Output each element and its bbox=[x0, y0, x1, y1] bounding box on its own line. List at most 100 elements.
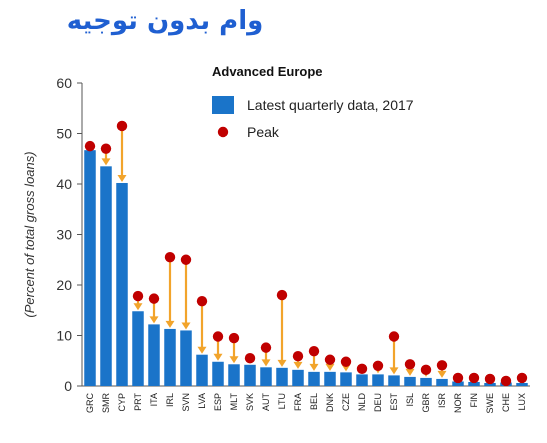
bar bbox=[116, 182, 128, 386]
legend: Advanced Europe Latest quarterly data, 2… bbox=[212, 64, 414, 140]
arrow-head bbox=[101, 158, 111, 166]
arrow-head bbox=[229, 356, 239, 364]
arrow-head bbox=[325, 363, 335, 371]
peak-marker bbox=[260, 342, 272, 353]
peak-marker bbox=[388, 331, 400, 342]
arrow-head bbox=[309, 363, 319, 371]
bar bbox=[356, 374, 368, 386]
x-tick-label: FRA bbox=[293, 393, 303, 411]
bar bbox=[340, 372, 352, 386]
x-tick-label: LTU bbox=[277, 393, 287, 409]
x-tick-label: BEL bbox=[309, 393, 319, 410]
arrow-head bbox=[293, 361, 303, 369]
arrow-head bbox=[277, 359, 287, 367]
x-tick-label: ITA bbox=[149, 393, 159, 406]
bar bbox=[244, 364, 256, 386]
bar bbox=[436, 378, 448, 386]
x-tick-label: AUT bbox=[261, 392, 271, 411]
peak-marker bbox=[500, 375, 512, 387]
peak-marker bbox=[180, 254, 192, 265]
x-tick-label: SVK bbox=[245, 393, 255, 411]
x-tick-label: CYP bbox=[117, 393, 127, 412]
peak-marker bbox=[404, 359, 416, 370]
peak-marker bbox=[100, 143, 112, 154]
x-tick-label: LVA bbox=[197, 393, 207, 409]
page-title: وام بدون توجیه bbox=[66, 6, 264, 36]
x-tick-label: CHE bbox=[501, 393, 511, 412]
x-tick-label: FIN bbox=[469, 393, 479, 408]
y-tick-label: 50 bbox=[56, 126, 72, 142]
x-tick-label: ISR bbox=[437, 393, 447, 409]
bar bbox=[468, 381, 480, 386]
peak-marker bbox=[324, 354, 336, 365]
peak-marker bbox=[148, 293, 160, 304]
x-tick-label: LUX bbox=[517, 393, 527, 411]
x-tick-label: CZE bbox=[341, 393, 351, 411]
peak-marker bbox=[516, 372, 528, 384]
arrow-head bbox=[437, 370, 447, 378]
peak-marker bbox=[420, 364, 432, 376]
arrow-head bbox=[181, 322, 191, 330]
x-tick-label: DNK bbox=[325, 393, 335, 412]
legend-bar-swatch bbox=[212, 96, 234, 114]
bar bbox=[276, 367, 288, 386]
peak-marker bbox=[468, 372, 480, 384]
peak-marker bbox=[308, 345, 320, 357]
bar bbox=[100, 166, 112, 386]
peak-marker bbox=[196, 295, 208, 307]
arrow-head bbox=[405, 368, 415, 376]
legend-title: Advanced Europe bbox=[212, 64, 323, 79]
x-tick-label: ESP bbox=[213, 393, 223, 411]
peak-marker bbox=[164, 252, 176, 263]
peak-marker bbox=[116, 120, 128, 132]
arrow-head bbox=[149, 316, 159, 324]
x-tick-label: SMR bbox=[101, 393, 111, 414]
legend-peak-label: Peak bbox=[247, 124, 280, 140]
arrow-head bbox=[213, 353, 223, 361]
bar bbox=[308, 371, 320, 386]
bar bbox=[516, 382, 528, 386]
arrow-head bbox=[389, 367, 399, 375]
arrow-head bbox=[165, 320, 175, 328]
peak-marker bbox=[244, 353, 256, 364]
bar bbox=[212, 361, 224, 386]
x-tick-label: SVN bbox=[181, 393, 191, 412]
bar bbox=[372, 374, 384, 386]
peak-marker bbox=[132, 290, 144, 302]
x-tick-label: MLT bbox=[229, 393, 239, 411]
arrow-head bbox=[261, 359, 271, 367]
bar bbox=[420, 377, 432, 386]
arrow-head bbox=[117, 174, 127, 182]
arrow-head bbox=[133, 303, 143, 311]
x-tick-label: EST bbox=[389, 393, 399, 411]
y-tick-label: 0 bbox=[64, 378, 72, 394]
y-tick-label: 40 bbox=[56, 176, 72, 192]
arrow-head bbox=[197, 346, 207, 354]
peak-marker bbox=[276, 289, 288, 301]
x-tick-label: SWE bbox=[485, 393, 495, 414]
x-tick-label: ISL bbox=[405, 393, 415, 407]
bar bbox=[484, 382, 496, 386]
y-tick-label: 20 bbox=[56, 277, 72, 293]
x-tick-label: GBR bbox=[421, 393, 431, 413]
bar bbox=[84, 150, 96, 386]
bar bbox=[180, 330, 192, 386]
peak-marker bbox=[452, 372, 464, 384]
y-tick-label: 60 bbox=[56, 75, 72, 91]
x-tick-label: IRL bbox=[165, 393, 175, 407]
x-tick-label: NOR bbox=[453, 393, 463, 414]
peak-marker bbox=[484, 373, 496, 385]
peak-marker bbox=[340, 356, 352, 367]
legend-bar-label: Latest quarterly data, 2017 bbox=[247, 97, 414, 113]
peak-marker bbox=[356, 363, 368, 375]
peak-marker bbox=[292, 351, 304, 362]
bar bbox=[324, 371, 336, 386]
bar bbox=[148, 324, 160, 386]
bar bbox=[164, 328, 176, 386]
x-tick-label: GRC bbox=[85, 393, 95, 414]
bar bbox=[260, 367, 272, 386]
legend-peak-swatch bbox=[217, 126, 229, 138]
bar bbox=[388, 375, 400, 386]
bar bbox=[292, 369, 304, 386]
